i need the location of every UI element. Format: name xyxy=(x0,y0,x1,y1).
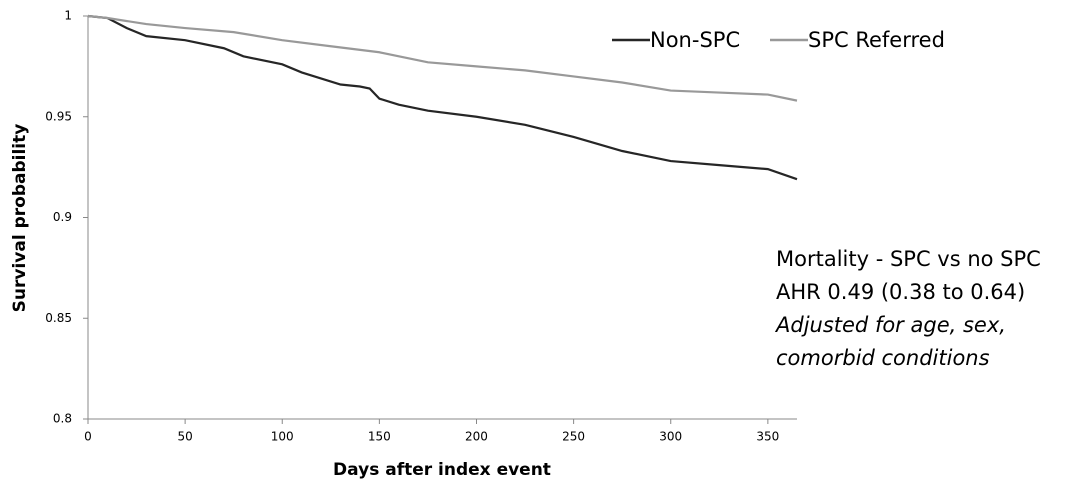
x-tick-label: 100 xyxy=(271,430,294,444)
annotation: AHR 0.49 (0.38 to 0.64) xyxy=(776,280,1025,304)
x-tick-label: 0 xyxy=(84,430,92,444)
y-tick-label: 1 xyxy=(64,9,72,23)
y-tick-label: 0.8 xyxy=(53,412,72,426)
annotation: Mortality - SPC vs no SPC xyxy=(776,247,1041,271)
y-tick-label: 0.85 xyxy=(45,311,72,325)
x-tick-label: 150 xyxy=(368,430,391,444)
series-line xyxy=(87,14,798,102)
x-tick-label: 300 xyxy=(659,430,682,444)
x-axis-title: Days after index event xyxy=(333,460,551,480)
x-tick-label: 200 xyxy=(465,430,488,444)
x-tick-label: 350 xyxy=(756,430,779,444)
x-tick-label: 250 xyxy=(562,430,585,444)
series-line xyxy=(87,14,798,181)
annotation: Adjusted for age, sex, xyxy=(774,313,1006,337)
annotation: comorbid conditions xyxy=(776,346,990,370)
legend-label: Non-SPC xyxy=(650,28,740,52)
y-axis-title: Survival probability xyxy=(10,124,30,313)
legend-label: SPC Referred xyxy=(808,28,945,52)
x-tick-label: 50 xyxy=(177,430,192,444)
y-tick-label: 0.95 xyxy=(45,109,72,123)
y-tick-label: 0.9 xyxy=(53,210,72,224)
